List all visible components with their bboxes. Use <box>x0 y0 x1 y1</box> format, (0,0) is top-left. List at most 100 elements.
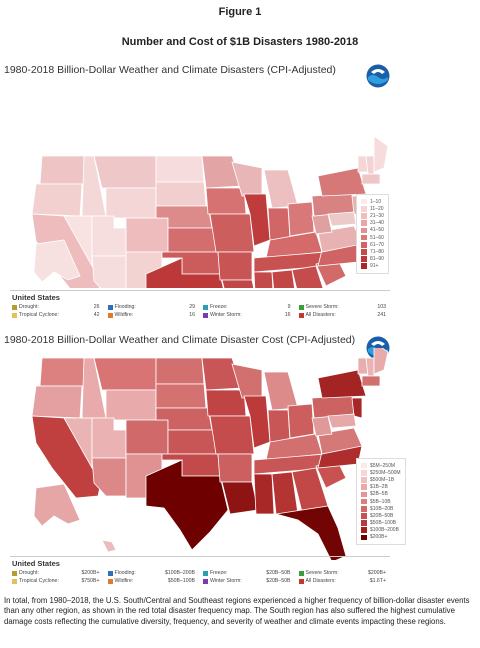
map-cost <box>31 348 389 560</box>
state-mi <box>263 371 299 411</box>
state-il <box>243 395 271 449</box>
scale-label: $200B+ <box>370 534 388 541</box>
category-legend-item: Drought: $200B+ <box>12 570 104 576</box>
scale-swatch <box>361 498 367 505</box>
scale-legend-item: $20B–50B <box>361 512 401 519</box>
category-value: $200B+ <box>81 570 100 576</box>
category-legend-item: Flooding: $100B–200B <box>107 570 200 576</box>
scale-legend-item: 1–10 <box>361 198 384 205</box>
scale-swatch <box>361 213 367 219</box>
category-label: All Disasters: <box>305 312 336 318</box>
category-swatch <box>298 578 304 584</box>
category-swatch <box>203 304 208 310</box>
scale-label: 11–20 <box>370 205 384 212</box>
figure-title: Number and Cost of $1B Disasters 1980-20… <box>121 36 359 48</box>
scale-label: 41–50 <box>370 227 384 234</box>
state-la <box>221 279 255 288</box>
scale-label: 21–30 <box>370 212 384 219</box>
scale-swatch <box>361 234 367 241</box>
state-tx <box>145 257 224 288</box>
frequency-scale-legend: 1–10 11–20 21–30 31–40 41–50 51–60 61–70 71–80 8… <box>356 194 389 274</box>
category-value: 29 <box>189 304 195 310</box>
state-ms <box>253 473 275 515</box>
scale-swatch <box>361 527 367 534</box>
category-legend-item: Tropical Cyclone: 42 <box>12 312 104 318</box>
category-value: 42 <box>93 312 100 318</box>
scale-legend-item: 31–40 <box>361 220 384 227</box>
state-nd <box>155 155 205 183</box>
state-az <box>91 255 127 288</box>
state-nd <box>155 357 205 385</box>
category-swatch <box>107 312 113 318</box>
scale-swatch <box>361 505 367 512</box>
category-value: $20B–50B <box>266 578 291 584</box>
category-swatch <box>107 304 113 310</box>
category-label: Drought: <box>19 570 39 576</box>
category-legend-item: All Disasters: 241 <box>298 312 391 318</box>
scale-legend-item: $100B–200B <box>361 527 401 534</box>
category-swatch <box>298 312 304 318</box>
scale-swatch <box>361 484 367 490</box>
category-legend-item: Flooding: 29 <box>107 304 200 310</box>
state-ks <box>167 227 217 253</box>
category-legend-item: Freeze: $20B–50B <box>203 570 295 576</box>
category-label: Drought: <box>19 304 39 310</box>
category-label: All Disasters: <box>305 578 336 584</box>
state-ga <box>291 265 324 288</box>
state-me <box>373 348 389 375</box>
category-label: Flooding: <box>114 304 136 310</box>
scale-label: $50B–100B <box>370 520 397 527</box>
scale-legend-item: 81–90 <box>361 256 384 263</box>
category-label: Freeze: <box>210 304 228 310</box>
category-label: Tropical Cyclone: <box>19 312 59 318</box>
state-wy <box>105 187 157 219</box>
scale-legend-item: $500M–1B <box>361 476 401 483</box>
state-al <box>271 269 295 288</box>
state-id <box>81 357 107 419</box>
scale-label: 61–70 <box>370 241 384 248</box>
state-tx <box>145 459 229 551</box>
state-or <box>31 385 83 419</box>
scale-label: $1B–2B <box>370 484 388 491</box>
scale-swatch <box>361 263 367 270</box>
category-label: Wildfire: <box>114 578 134 584</box>
scale-label: $250M–500M <box>370 469 401 476</box>
category-legend-item: Severe Storm: $200B+ <box>298 570 391 576</box>
state-in <box>267 409 291 443</box>
category-label: Winter Storm: <box>210 578 242 584</box>
state-ak <box>33 239 81 283</box>
scale-swatch <box>361 520 367 526</box>
scale-legend-item: $50B–100B <box>361 520 401 527</box>
category-legend-item: Freeze: 9 <box>203 304 295 310</box>
scale-legend-item: 21–30 <box>361 212 384 219</box>
scale-swatch <box>361 513 367 519</box>
scale-swatch <box>361 491 367 498</box>
region-label: United States <box>12 559 60 568</box>
category-legend-item: Drought: 26 <box>12 304 104 310</box>
state-sd <box>155 383 207 409</box>
category-value: 26 <box>93 304 100 310</box>
scale-label: 91+ <box>370 263 379 270</box>
category-value: 9 <box>287 304 291 310</box>
state-me <box>373 135 389 173</box>
figure-label: Figure 1 <box>218 6 262 18</box>
category-value: 16 <box>284 312 291 318</box>
scale-label: $5M–250M <box>370 462 396 469</box>
category-label: Severe Storm: <box>305 304 339 310</box>
cost-scale-legend: $5M–250M $250M–500M $500M–1B $1B–2B $2B–5B $5… <box>356 458 406 546</box>
category-legend-item: Tropical Cyclone: $750B+ <box>12 578 104 584</box>
state-md <box>327 211 357 227</box>
state-ma <box>361 173 381 185</box>
category-label: Wildfire: <box>114 312 134 318</box>
scale-swatch <box>361 477 367 483</box>
category-legend-item: Winter Storm: $20B–50B <box>203 578 295 584</box>
category-label: Flooding: <box>114 570 136 576</box>
state-ny <box>317 369 367 399</box>
state-ma <box>361 375 381 387</box>
category-value: $200B+ <box>367 570 386 576</box>
scale-swatch <box>361 469 367 476</box>
state-ia <box>205 187 247 215</box>
scale-legend-item: $2B–5B <box>361 491 401 498</box>
scale-swatch <box>361 534 367 541</box>
category-value: $750B+ <box>81 578 100 584</box>
